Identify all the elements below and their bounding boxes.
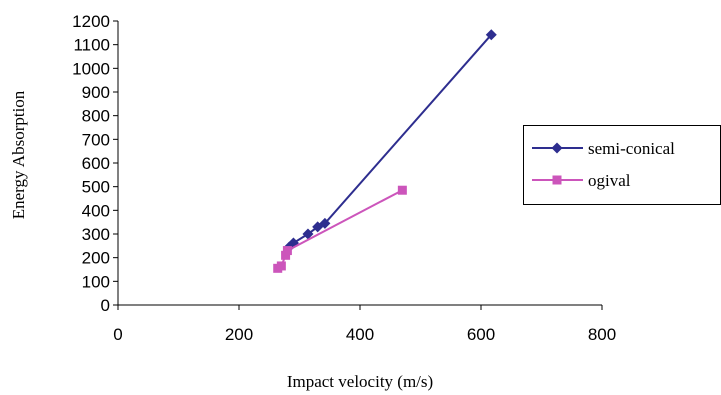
data-point-semi-conical xyxy=(319,217,331,229)
x-tick-label: 200 xyxy=(225,325,253,344)
legend-item-ogival: ogival xyxy=(532,171,631,190)
series-line-ogival xyxy=(277,189,403,270)
legend: semi-conical ogival xyxy=(523,125,721,205)
y-tick-label: 400 xyxy=(82,201,110,220)
legend-box xyxy=(523,125,721,205)
series-ogival xyxy=(273,185,407,273)
y-tick-label: 500 xyxy=(82,178,110,197)
axes: 0 100 200 300 400 500 600 700 800 900 1000 1100 1200… xyxy=(72,12,616,344)
x-tick-label: 800 xyxy=(588,325,616,344)
series-semi-conical xyxy=(283,29,497,253)
data-point-ogival xyxy=(276,261,286,271)
data-point-semi-conical xyxy=(485,29,497,41)
y-tick-label: 0 xyxy=(101,296,110,315)
data-point-ogival xyxy=(397,185,407,195)
x-axis-title: Impact velocity (m/s) xyxy=(287,372,433,391)
series-layer xyxy=(273,29,497,273)
x-tick-label: 0 xyxy=(113,325,122,344)
y-axis-title: Energy Absorption xyxy=(9,90,28,219)
x-tick-label: 400 xyxy=(346,325,374,344)
legend-marker xyxy=(551,142,563,154)
y-tick-label: 1000 xyxy=(72,59,110,78)
legend-item-semi-conical: semi-conical xyxy=(532,139,675,158)
legend-marker xyxy=(552,175,562,185)
data-point-ogival xyxy=(281,250,291,260)
y-tick-label: 700 xyxy=(82,130,110,149)
legend-label: semi-conical xyxy=(588,139,675,158)
y-tick-label: 1100 xyxy=(73,36,110,55)
y-tick-label: 900 xyxy=(82,83,110,102)
y-tick-label: 600 xyxy=(82,154,110,173)
y-tick-label: 200 xyxy=(82,249,110,268)
legend-label: ogival xyxy=(588,171,631,190)
series-line-semi-conical xyxy=(288,34,493,248)
y-tick-label: 800 xyxy=(82,107,110,126)
y-tick-label: 1200 xyxy=(72,12,110,31)
x-tick-label: 600 xyxy=(467,325,495,344)
data-point-semi-conical xyxy=(302,228,314,240)
data-point-ogival xyxy=(282,246,292,256)
y-tick-label: 300 xyxy=(82,225,110,244)
y-tick-label: 100 xyxy=(82,272,110,291)
